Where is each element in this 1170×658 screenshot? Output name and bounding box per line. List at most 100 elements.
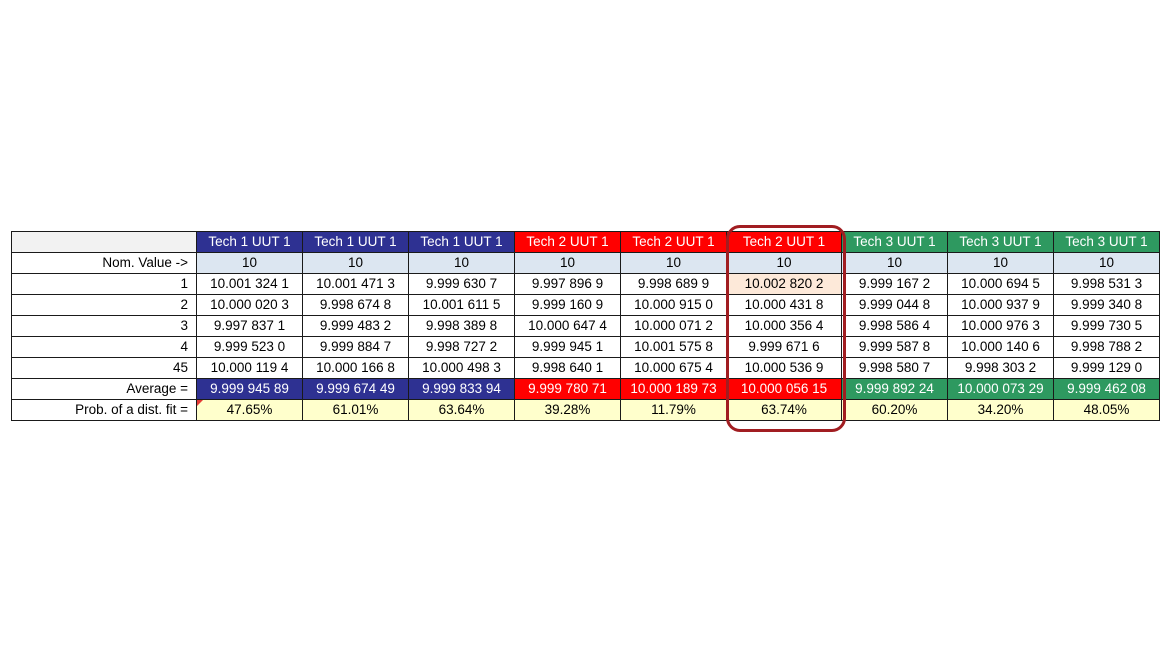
nominal-cell: 10 — [726, 252, 842, 274]
measurement-table: Tech 1 UUT 1 Tech 1 UUT 1 Tech 1 UUT 1 Tech… — [11, 231, 1160, 421]
data-cell: 9.998 389 8 — [408, 315, 515, 337]
data-cell: 9.999 044 8 — [841, 294, 948, 316]
average-row: Average = 9.999 945 89 9.999 674 49 9.999 8… — [11, 378, 1160, 400]
header-row: Tech 1 UUT 1 Tech 1 UUT 1 Tech 1 UUT 1 Tech… — [11, 231, 1160, 253]
nominal-cell: 10 — [841, 252, 948, 274]
nominal-cell: 10 — [620, 252, 727, 274]
average-cell: 10.000 056 15 — [726, 378, 842, 400]
data-cell: 9.999 587 8 — [841, 336, 948, 358]
prob-cell: 63.64% — [408, 399, 515, 421]
nominal-cell: 10 — [1053, 252, 1160, 274]
average-cell: 9.999 674 49 — [302, 378, 409, 400]
nominal-cell: 10 — [947, 252, 1054, 274]
average-cell: 9.999 892 24 — [841, 378, 948, 400]
data-cell: 10.002 820 2 — [726, 273, 842, 295]
data-cell: 10.000 536 9 — [726, 357, 842, 379]
prob-cell: 48.05% — [1053, 399, 1160, 421]
corner-cell — [11, 231, 197, 253]
average-label: Average = — [11, 378, 197, 400]
column-header: Tech 1 UUT 1 — [196, 231, 303, 253]
data-cell: 9.998 586 4 — [841, 315, 948, 337]
column-header: Tech 2 UUT 1 — [620, 231, 727, 253]
table-row: 2 10.000 020 3 9.998 674 8 10.001 611 5 9.99… — [11, 294, 1160, 316]
data-cell: 9.997 837 1 — [196, 315, 303, 337]
data-cell: 10.000 675 4 — [620, 357, 727, 379]
data-cell: 9.997 896 9 — [514, 273, 621, 295]
data-cell: 9.999 730 5 — [1053, 315, 1160, 337]
nominal-cell: 10 — [196, 252, 303, 274]
prob-cell: 60.20% — [841, 399, 948, 421]
column-header: Tech 2 UUT 1 — [726, 231, 842, 253]
table-row: 3 9.997 837 1 9.999 483 2 9.998 389 8 10.000… — [11, 315, 1160, 337]
nominal-label: Nom. Value -> — [11, 252, 197, 274]
column-header: Tech 2 UUT 1 — [514, 231, 621, 253]
average-cell: 10.000 073 29 — [947, 378, 1054, 400]
data-cell: 10.001 611 5 — [408, 294, 515, 316]
average-cell: 9.999 833 94 — [408, 378, 515, 400]
data-cell: 10.001 471 3 — [302, 273, 409, 295]
data-cell: 9.998 727 2 — [408, 336, 515, 358]
prob-cell: 61.01% — [302, 399, 409, 421]
data-cell: 9.999 671 6 — [726, 336, 842, 358]
prob-cell: 39.28% — [514, 399, 621, 421]
data-cell: 9.998 674 8 — [302, 294, 409, 316]
data-cell: 9.999 483 2 — [302, 315, 409, 337]
average-cell: 9.999 462 08 — [1053, 378, 1160, 400]
data-cell: 10.000 020 3 — [196, 294, 303, 316]
data-cell: 9.999 167 2 — [841, 273, 948, 295]
data-cell: 10.000 937 9 — [947, 294, 1054, 316]
data-cell: 9.998 689 9 — [620, 273, 727, 295]
nominal-row: Nom. Value -> 10 10 10 10 10 10 10 10 10 — [11, 252, 1160, 274]
nominal-cell: 10 — [408, 252, 515, 274]
data-cell: 9.998 303 2 — [947, 357, 1054, 379]
row-label: 45 — [11, 357, 197, 379]
data-cell: 9.999 523 0 — [196, 336, 303, 358]
data-cell: 10.000 498 3 — [408, 357, 515, 379]
data-cell: 9.999 630 7 — [408, 273, 515, 295]
data-cell: 9.999 160 9 — [514, 294, 621, 316]
data-cell: 10.000 647 4 — [514, 315, 621, 337]
prob-row: Prob. of a dist. fit = 47.65% 61.01% 63.64%… — [11, 399, 1160, 421]
column-header: Tech 1 UUT 1 — [408, 231, 515, 253]
data-cell: 10.000 694 5 — [947, 273, 1054, 295]
table-row: 1 10.001 324 1 10.001 471 3 9.999 630 7 9.99… — [11, 273, 1160, 295]
prob-cell: 11.79% — [620, 399, 727, 421]
data-cell: 10.000 356 4 — [726, 315, 842, 337]
data-cell: 10.000 071 2 — [620, 315, 727, 337]
column-header: Tech 3 UUT 1 — [1053, 231, 1160, 253]
prob-cell: 63.74% — [726, 399, 842, 421]
table-row: 45 10.000 119 4 10.000 166 8 10.000 498 3 9.… — [11, 357, 1160, 379]
data-cell: 9.998 580 7 — [841, 357, 948, 379]
data-cell: 10.000 976 3 — [947, 315, 1054, 337]
average-cell: 9.999 780 71 — [514, 378, 621, 400]
row-label: 3 — [11, 315, 197, 337]
data-cell: 10.001 575 8 — [620, 336, 727, 358]
data-cell: 10.000 431 8 — [726, 294, 842, 316]
nominal-cell: 10 — [514, 252, 621, 274]
data-cell: 9.999 129 0 — [1053, 357, 1160, 379]
row-label: 4 — [11, 336, 197, 358]
column-header: Tech 1 UUT 1 — [302, 231, 409, 253]
average-cell: 9.999 945 89 — [196, 378, 303, 400]
data-cell: 10.001 324 1 — [196, 273, 303, 295]
average-cell: 10.000 189 73 — [620, 378, 727, 400]
data-cell: 10.000 915 0 — [620, 294, 727, 316]
data-cell: 9.999 340 8 — [1053, 294, 1160, 316]
data-cell: 9.999 884 7 — [302, 336, 409, 358]
prob-cell: 34.20% — [947, 399, 1054, 421]
data-cell: 10.000 166 8 — [302, 357, 409, 379]
data-cell: 9.998 788 2 — [1053, 336, 1160, 358]
column-header: Tech 3 UUT 1 — [947, 231, 1054, 253]
prob-cell: 47.65% — [196, 399, 303, 421]
data-cell: 10.000 119 4 — [196, 357, 303, 379]
table-row: 4 9.999 523 0 9.999 884 7 9.998 727 2 9.999 … — [11, 336, 1160, 358]
column-header: Tech 3 UUT 1 — [841, 231, 948, 253]
row-label: 2 — [11, 294, 197, 316]
row-label: 1 — [11, 273, 197, 295]
data-cell: 9.998 531 3 — [1053, 273, 1160, 295]
data-cell: 9.998 640 1 — [514, 357, 621, 379]
data-cell: 10.000 140 6 — [947, 336, 1054, 358]
prob-label: Prob. of a dist. fit = — [11, 399, 197, 421]
data-cell: 9.999 945 1 — [514, 336, 621, 358]
nominal-cell: 10 — [302, 252, 409, 274]
